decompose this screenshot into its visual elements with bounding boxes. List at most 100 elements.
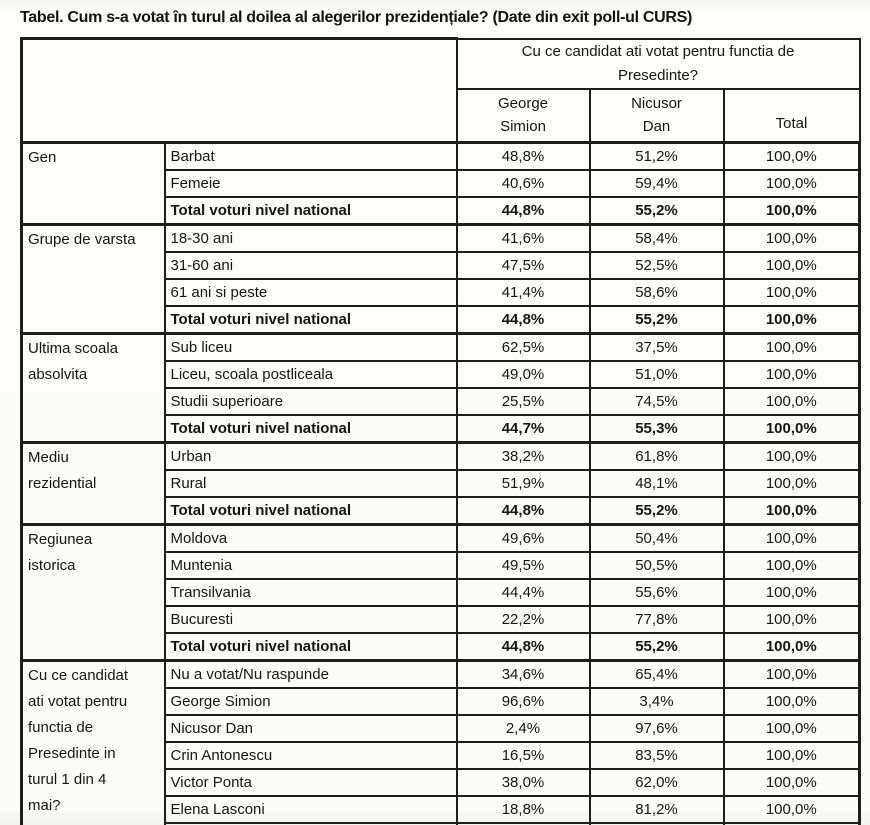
- george-simion-value: 49,6%: [455, 522, 591, 553]
- table-row: Muntenia 49,5% 50,5% 100,0%: [22, 550, 862, 580]
- group-label: Grupe de varsta: [20, 222, 166, 334]
- total-value: 100,0%: [722, 550, 862, 580]
- george-simion-value: 40,6%: [455, 168, 591, 198]
- george-simion-value: 41,4%: [455, 277, 591, 307]
- nicusor-dan-value: 74,5%: [588, 386, 725, 416]
- table-row: Crin Antonescu 16,5% 83,5% 100,0%: [22, 740, 862, 770]
- row-label: Bucuresti: [163, 604, 458, 634]
- george-simion-value: 34,6%: [455, 658, 591, 689]
- george-simion-value: 62,5%: [455, 331, 591, 362]
- table-row: Gen Barbat 48,8% 51,2% 100,0%: [20, 140, 862, 225]
- george-simion-value: 44,4%: [455, 577, 591, 607]
- total-value: 100,0%: [722, 250, 862, 280]
- nicusor-dan-value: 58,6%: [588, 277, 725, 307]
- total-value: 100,0%: [722, 821, 862, 825]
- total-value: 100,0%: [722, 413, 862, 443]
- total-value: 100,0%: [722, 577, 862, 607]
- george-simion-value: 41,6%: [455, 222, 591, 253]
- george-simion-value: 44,7%: [455, 413, 591, 443]
- nicusor-dan-value: 55,2%: [588, 195, 725, 225]
- table-row: Victor Ponta 38,0% 62,0% 100,0%: [22, 767, 862, 797]
- total-value: 100,0%: [722, 222, 862, 253]
- total-row-label: Total voturi nivel national: [163, 304, 458, 334]
- row-label: Barbat: [163, 140, 458, 171]
- nicusor-dan-value: 59,4%: [588, 168, 725, 198]
- total-row: Total voturi nivel national 44,8% 55,2% 100…: [22, 631, 862, 661]
- table-row: Studii superioare 25,5% 74,5% 100,0%: [22, 386, 862, 416]
- row-label: Femeie: [163, 168, 458, 198]
- corner-cell: [20, 37, 458, 144]
- total-value: 100,0%: [722, 740, 862, 770]
- nicusor-dan-value: 50,5%: [588, 550, 725, 580]
- table-row: Ultima scoala absolvita Sub liceu 62,5% 37,…: [20, 331, 862, 443]
- nicusor-dan-value: 61,8%: [588, 440, 725, 471]
- table-row: Mediu rezidential Urban 38,2% 61,8% 100,0%: [20, 440, 862, 525]
- table-row: 61 ani si peste 41,4% 58,6% 100,0%: [22, 277, 862, 307]
- row-label: George Simion: [163, 686, 458, 716]
- column-header-george-simion: George Simion: [455, 87, 591, 144]
- row-label: Studii superioare: [163, 386, 458, 416]
- nicusor-dan-value: 37,5%: [588, 331, 725, 362]
- table-row: Liceu, scoala postliceala 49,0% 51,0% 100,0…: [22, 359, 862, 389]
- george-simion-value: 2,4%: [455, 713, 591, 743]
- george-simion-value: 25,5%: [455, 386, 591, 416]
- total-value: 100,0%: [722, 331, 862, 362]
- row-label: Nu a votat/Nu raspunde: [163, 658, 458, 689]
- column-header-total: Total: [722, 87, 861, 144]
- row-label: Elena Lasconi: [163, 794, 458, 824]
- total-value: 100,0%: [722, 140, 862, 171]
- total-row: Total voturi nivel national 44,8% 55,2% 100…: [22, 304, 862, 334]
- george-simion-value: 49,5%: [455, 550, 591, 580]
- total-value: 100,0%: [722, 794, 862, 824]
- row-label: Muntenia: [163, 550, 458, 580]
- nicusor-dan-value: 81,2%: [588, 794, 725, 824]
- table-row: Transilvania 44,4% 55,6% 100,0%: [22, 577, 862, 607]
- george-simion-value: 38,2%: [455, 440, 591, 471]
- total-row-label: Total voturi nivel national: [163, 495, 458, 525]
- nicusor-dan-value: 50,4%: [588, 522, 725, 553]
- table-body: Gen Barbat 48,8% 51,2% 100,0% Femeie 40,6% 59,4…: [20, 140, 862, 825]
- table-row: Rural 51,9% 48,1% 100,0%: [22, 468, 862, 498]
- row-label: Victor Ponta: [163, 767, 458, 797]
- total-row-label: Total voturi nivel national: [163, 631, 458, 661]
- total-row-label: Total voturi nivel national: [163, 195, 458, 225]
- george-simion-value: 18,8%: [455, 794, 591, 824]
- george-simion-value: 51,9%: [455, 468, 591, 498]
- george-simion-value: 44,8%: [455, 631, 591, 661]
- row-label: Liceu, scoala postliceala: [163, 359, 458, 389]
- george-simion-value: 44,8%: [455, 304, 591, 334]
- row-label: Urban: [163, 440, 458, 471]
- george-simion-value: 24,8%: [455, 821, 591, 825]
- row-label: 18-30 ani: [163, 222, 458, 253]
- row-label: Moldova: [163, 522, 458, 553]
- table-header-row-question: Cu ce candidat ati votat pentru functia …: [20, 37, 861, 144]
- table-row: George Simion 96,6% 3,4% 100,0%: [22, 686, 862, 716]
- nicusor-dan-value: 97,6%: [588, 713, 725, 743]
- table-row: Grupe de varsta 18-30 ani 41,6% 58,4% 100,0%: [20, 222, 862, 334]
- group-label: Ultima scoala absolvita: [20, 331, 166, 443]
- george-simion-value: 22,2%: [455, 604, 591, 634]
- total-row-label: Total voturi nivel national: [163, 413, 458, 443]
- george-simion-value: 44,8%: [455, 195, 591, 225]
- row-label: Crin Antonescu: [163, 740, 458, 770]
- nicusor-dan-value: 77,8%: [588, 604, 725, 634]
- nicusor-dan-value: 55,2%: [588, 495, 725, 525]
- nicusor-dan-value: 55,2%: [588, 304, 725, 334]
- page-title: Tabel. Cum s-a votat în turul al doilea …: [20, 9, 693, 26]
- total-value: 100,0%: [722, 495, 862, 525]
- total-value: 100,0%: [722, 522, 862, 553]
- group-label: Regiunea istorica: [20, 522, 166, 661]
- total-value: 100,0%: [722, 468, 862, 498]
- row-label: Nicusor Dan: [163, 713, 458, 743]
- total-value: 100,0%: [722, 168, 862, 198]
- table-row: 31-60 ani 47,5% 52,5% 100,0%: [22, 250, 862, 280]
- nicusor-dan-value: 58,4%: [588, 222, 725, 253]
- nicusor-dan-value: 51,2%: [588, 140, 725, 171]
- table-row: Elena Lasconi 18,8% 81,2% 100,0%: [22, 794, 862, 824]
- george-simion-value: 49,0%: [455, 359, 591, 389]
- total-value: 100,0%: [722, 440, 862, 471]
- nicusor-dan-value: 48,1%: [588, 468, 725, 498]
- table-row: Regiunea istorica Moldova 49,6% 50,4% 100,0%: [20, 522, 862, 661]
- george-simion-value: 96,6%: [455, 686, 591, 716]
- total-value: 100,0%: [722, 304, 862, 334]
